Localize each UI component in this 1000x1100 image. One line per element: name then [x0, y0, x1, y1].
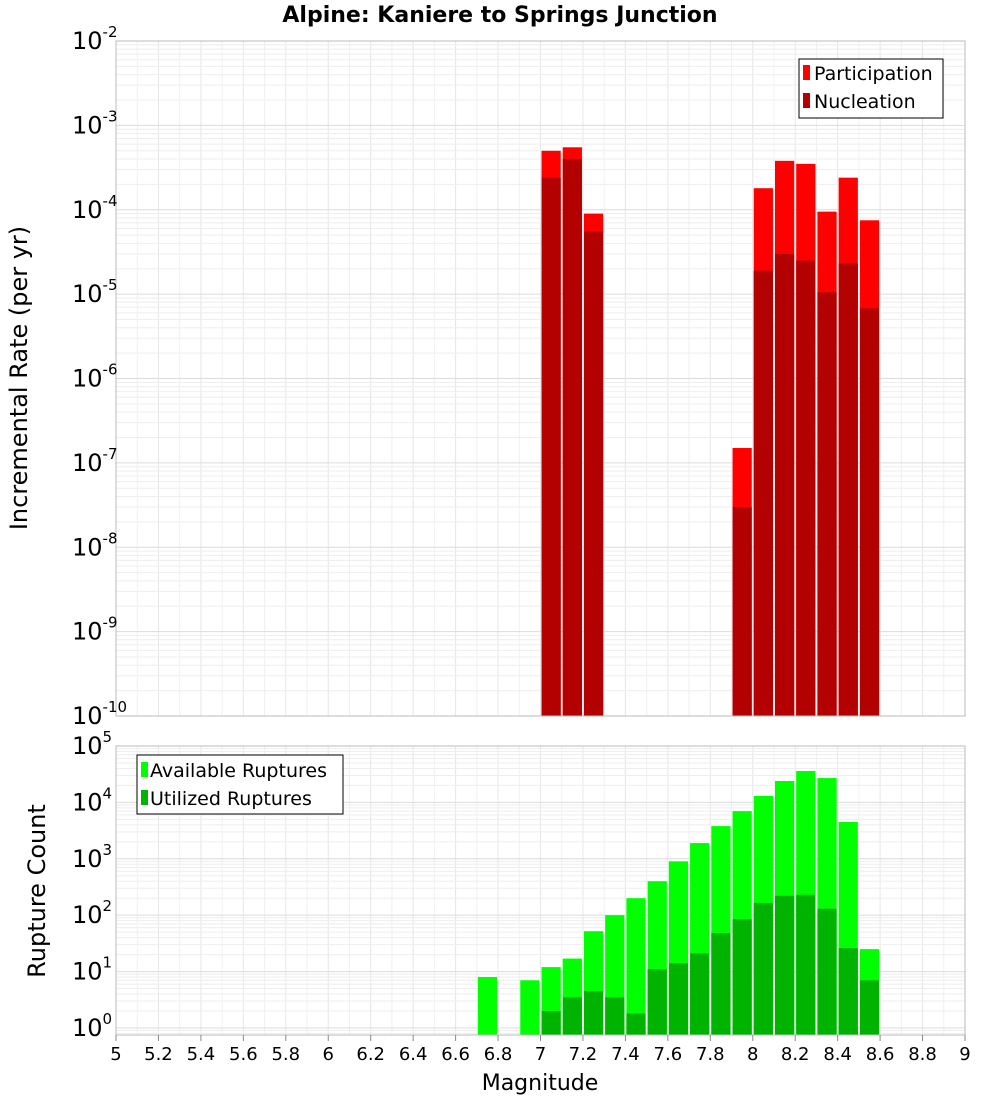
bottom-bar-s1: [732, 919, 752, 1035]
top-bar-s1: [859, 308, 880, 716]
legend-label-participation: Participation: [814, 63, 933, 85]
top-y-tick-label: 10-7: [72, 445, 118, 477]
bottom-bar-s1: [541, 1010, 561, 1035]
legend-label-nucleation: Nucleation: [814, 91, 916, 113]
top-legend-box: [798, 58, 944, 119]
bottom-bar-s1: [562, 997, 582, 1035]
x-tick-label: 8.4: [823, 1044, 852, 1065]
bottom-y-tick-label: 105: [72, 728, 112, 760]
bottom-bar-s1: [838, 948, 858, 1035]
x-tick-label: 6.2: [356, 1044, 385, 1065]
bottom-bar-s1: [647, 969, 667, 1035]
top-legend: Participation Nucleation: [798, 58, 944, 119]
legend-swatch-available: [141, 762, 148, 777]
top-bar-s1: [817, 292, 837, 716]
x-tick-label: 8.8: [908, 1044, 937, 1065]
chart-title: Alpine: Kaniere to Springs Junction: [282, 3, 717, 28]
bottom-bar-s1: [753, 902, 773, 1035]
top-grid: [115, 41, 966, 717]
legend-label-utilized: Utilized Ruptures: [150, 788, 312, 810]
bottom-bar-s1: [817, 908, 837, 1035]
top-plot-frame: [115, 40, 966, 717]
x-tick-label: 6.6: [441, 1044, 470, 1065]
legend-label-available: Available Ruptures: [150, 760, 327, 782]
top-bar-s1: [774, 253, 795, 716]
x-tick-label: 5.6: [229, 1044, 258, 1065]
bottom-plot: 100 101 102 103 104 105 5 5.2 5.4 5.6 5.8 6 6.2 6.4 6…: [23, 728, 971, 1096]
legend-swatch-nucleation: [803, 93, 810, 108]
bottom-y-tick-label: 101: [72, 954, 112, 986]
x-tick-label: 5: [110, 1044, 121, 1065]
x-tick-label: 5.8: [271, 1044, 300, 1065]
top-y-axis-label: Incremental Rate (per yr): [5, 226, 33, 530]
bottom-y-axis-label: Rupture Count: [23, 804, 51, 978]
bottom-bar-s0: [626, 898, 646, 1035]
top-bar-s1: [562, 158, 582, 717]
top-y-tick-label: 10-8: [72, 529, 118, 561]
top-y-tick-label: 10-4: [72, 192, 118, 224]
bottom-bar-s1: [774, 895, 795, 1035]
x-tick-label: 5.2: [144, 1044, 173, 1065]
x-tick-label: 6: [323, 1044, 334, 1065]
bottom-y-tick-label: 100: [72, 1010, 112, 1042]
bottom-legend-box: [136, 754, 344, 815]
top-y-tick-label: 10-9: [72, 614, 118, 646]
bottom-bars: [477, 771, 880, 1035]
top-y-tick-label: 10-10: [72, 698, 127, 730]
bottom-x-ticks: 5 5.2 5.4 5.6 5.8 6 6.2 6.4 6.6 6.8 7 7.2 7.4 7.6 7.8 8…: [110, 1035, 971, 1065]
x-tick-label: 6.8: [484, 1044, 513, 1065]
x-tick-label: 7.6: [654, 1044, 683, 1065]
top-bar-s1: [583, 231, 604, 716]
x-axis-label: Magnitude: [482, 1071, 599, 1096]
legend-swatch-participation: [803, 65, 810, 80]
top-bar-s1: [838, 263, 858, 716]
top-y-tick-label: 10-6: [72, 361, 118, 393]
bottom-y-tick-label: 102: [72, 897, 112, 929]
x-tick-label: 8.2: [781, 1044, 810, 1065]
bottom-bar-s1: [859, 980, 880, 1035]
x-tick-label: 9: [959, 1044, 970, 1065]
bottom-bar-s1: [626, 1013, 646, 1035]
top-plot: 10-10 10-9 10-8 10-7 10-6 10-5 10-4 10-3 10-2 In…: [5, 23, 966, 730]
bottom-bar-s1: [690, 953, 710, 1035]
bottom-y-tick-label: 104: [72, 784, 112, 816]
bottom-bar-s0: [520, 980, 540, 1035]
top-bar-s1: [732, 506, 752, 716]
top-y-tick-label: 10-2: [72, 23, 118, 55]
top-bar-s1: [541, 177, 561, 716]
top-y-tick-label: 10-5: [72, 276, 118, 308]
bottom-bar-s1: [583, 991, 604, 1035]
bottom-bar-s0: [477, 977, 498, 1035]
bottom-y-ticks: 100 101 102 103 104 105: [72, 728, 112, 1042]
top-bar-s1: [753, 270, 773, 716]
x-tick-label: 6.4: [399, 1044, 428, 1065]
bottom-bar-s1: [668, 963, 689, 1035]
x-tick-label: 8: [747, 1044, 758, 1065]
bottom-bar-s1: [711, 933, 731, 1035]
bottom-bar-s1: [605, 997, 625, 1035]
top-bar-s1: [796, 260, 816, 716]
legend-swatch-utilized: [141, 790, 148, 805]
x-tick-label: 5.4: [187, 1044, 216, 1065]
bottom-y-tick-label: 103: [72, 841, 112, 873]
x-tick-label: 7.4: [611, 1044, 640, 1065]
top-y-ticks: 10-10 10-9 10-8 10-7 10-6 10-5 10-4 10-3 10-2: [72, 23, 127, 730]
bottom-bar-s1: [796, 894, 816, 1035]
x-tick-label: 7: [535, 1044, 546, 1065]
top-bars: [541, 147, 880, 717]
x-tick-label: 8.6: [866, 1044, 895, 1065]
x-tick-label: 7.2: [569, 1044, 598, 1065]
top-y-tick-label: 10-3: [72, 107, 118, 139]
bottom-legend: Available Ruptures Utilized Ruptures: [136, 754, 344, 815]
x-tick-label: 7.8: [696, 1044, 725, 1065]
